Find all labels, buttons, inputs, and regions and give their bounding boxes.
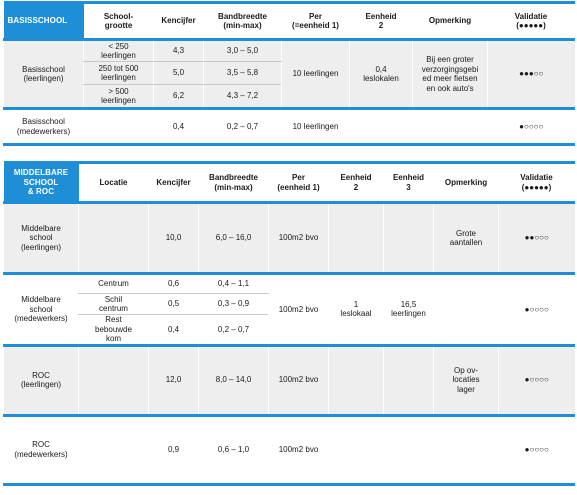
header-per: Per (=eenheid 1) bbox=[281, 2, 350, 41]
table-row: > 500 leerlingen 6,2 4,3 – 7,2 bbox=[4, 84, 575, 109]
bandbreedte-cell: 0,3 – 0,9 bbox=[198, 293, 269, 315]
row-label: Basisschool (leerlingen) bbox=[3, 39, 84, 109]
per-cell: 10 leerlingen bbox=[281, 39, 350, 109]
table-row: ROC (leerlingen) 12,0 8,0 – 14,0 100m2 b… bbox=[3, 343, 575, 415]
header-opmerking: Opmerking bbox=[412, 2, 488, 41]
header-eenheid2: Eenheid 2 bbox=[328, 161, 384, 204]
mbs-header-row: MIDDELBARE SCHOOL & ROC Locatie Kencijfe… bbox=[3, 161, 575, 204]
kencijfer-cell: 5,0 bbox=[153, 61, 204, 85]
schoolgrootte-cell: 250 tot 500 leerlingen bbox=[83, 61, 154, 85]
header-schoolgrootte: School- grootte bbox=[83, 2, 154, 41]
header-eenheid2: Eenheid 2 bbox=[349, 2, 413, 41]
table-row: Basisschool (leerlingen) < 250 leerlinge… bbox=[3, 39, 575, 109]
row-label: Middelbare school (medewerkers) bbox=[3, 272, 79, 345]
per-cell: 100m2 bvo bbox=[268, 272, 329, 345]
table-row: Schil centrum 0,5 0,3 – 0,9 bbox=[4, 293, 575, 315]
locatie-cell bbox=[78, 413, 149, 486]
bandbreedte-cell: 4,3 – 7,2 bbox=[203, 84, 282, 109]
header-opmerking: Opmerking bbox=[433, 161, 499, 204]
eenheid2-cell bbox=[328, 413, 384, 486]
header-bandbreedte: Bandbreedte (min-max) bbox=[203, 2, 282, 41]
opmerking-cell: Op ov- locaties lager bbox=[433, 343, 499, 415]
bandbreedte-cell: 3,5 – 5,8 bbox=[203, 61, 282, 85]
locatie-cell bbox=[78, 343, 149, 415]
eenheid3-cell bbox=[383, 413, 434, 486]
eenheid3-cell: 16,5 leerlingen bbox=[383, 272, 434, 345]
locatie-cell: Rest bebouwde kom bbox=[78, 314, 149, 345]
basisschool-table: BASISSCHOOL School- grootte Kencijfer Ba… bbox=[3, 1, 575, 146]
kencijfer-cell: 0,6 bbox=[148, 272, 199, 294]
locatie-cell: Schil centrum bbox=[78, 293, 149, 315]
basisschool-header-row: BASISSCHOOL School- grootte Kencijfer Ba… bbox=[3, 2, 575, 41]
header-kencijfer: Kencijfer bbox=[148, 161, 199, 204]
row-label: Basisschool (medewerkers) bbox=[3, 107, 84, 146]
validatie-rating: ●○○○○ bbox=[498, 343, 575, 415]
table-row: ROC (medewerkers) 0,9 0,6 – 1,0 100m2 bv… bbox=[3, 413, 575, 486]
eenheid2-cell bbox=[328, 343, 384, 415]
validatie-rating: ●○○○○ bbox=[498, 272, 575, 345]
opmerking-cell: Grote aantallen bbox=[433, 202, 499, 274]
validatie-rating: ●●○○○ bbox=[498, 202, 575, 274]
bandbreedte-cell: 8,0 – 14,0 bbox=[198, 343, 269, 415]
kencijfer-cell: 6,2 bbox=[153, 84, 204, 109]
kencijfer-cell: 0,4 bbox=[153, 107, 204, 146]
kencijfer-cell: 10,0 bbox=[148, 202, 199, 274]
schoolgrootte-cell bbox=[83, 107, 154, 146]
kencijfer-cell: 0,5 bbox=[148, 293, 199, 315]
kencijfer-cell: 4,3 bbox=[153, 39, 204, 62]
table-row: Middelbare school (leerlingen) 10,0 6,0 … bbox=[3, 202, 575, 274]
bandbreedte-cell: 0,2 – 0,7 bbox=[198, 314, 269, 345]
locatie-cell bbox=[78, 202, 149, 274]
opmerking-cell bbox=[433, 272, 499, 345]
table-row: 250 tot 500 leerlingen 5,0 3,5 – 5,8 bbox=[4, 61, 575, 85]
kencijfer-cell: 12,0 bbox=[148, 343, 199, 415]
bandbreedte-cell: 6,0 – 16,0 bbox=[198, 202, 269, 274]
per-cell: 100m2 bvo bbox=[268, 343, 329, 415]
header-kencijfer: Kencijfer bbox=[153, 2, 204, 41]
table-row: Basisschool (medewerkers) 0,4 0,2 – 0,7 … bbox=[3, 107, 575, 146]
kencijfer-cell: 0,9 bbox=[148, 413, 199, 486]
header-bandbreedte: Bandbreedte (min-max) bbox=[198, 161, 269, 204]
validatie-rating: ●○○○○ bbox=[498, 413, 575, 486]
row-label: Middelbare school (leerlingen) bbox=[3, 202, 79, 274]
eenheid3-cell bbox=[383, 343, 434, 415]
table-row: Middelbare school (medewerkers) Centrum … bbox=[3, 272, 575, 345]
middelbare-school-roc-table: MIDDELBARE SCHOOL & ROC Locatie Kencijfe… bbox=[3, 161, 575, 486]
header-validatie: Validatie (●●●●●) bbox=[498, 161, 575, 204]
bandbreedte-cell: 0,6 – 1,0 bbox=[198, 413, 269, 486]
eenheid2-cell bbox=[349, 107, 413, 146]
opmerking-cell bbox=[412, 107, 488, 146]
per-cell: 100m2 bvo bbox=[268, 413, 329, 486]
table-row: Rest bebouwde kom 0,4 0,2 – 0,7 bbox=[4, 314, 575, 345]
mbs-header-corner: MIDDELBARE SCHOOL & ROC bbox=[3, 161, 79, 204]
eenheid2-cell: 1 leslokaal bbox=[328, 272, 384, 345]
bandbreedte-cell: 3,0 – 5,0 bbox=[203, 39, 282, 62]
basisschool-header-corner: BASISSCHOOL bbox=[3, 2, 84, 41]
row-label: ROC (leerlingen) bbox=[3, 343, 79, 415]
validatie-rating: ●○○○○ bbox=[487, 107, 575, 146]
per-cell: 10 leerlingen bbox=[281, 107, 350, 146]
header-eenheid3: Eenheid 3 bbox=[383, 161, 434, 204]
kencijfer-cell: 0,4 bbox=[148, 314, 199, 345]
schoolgrootte-cell: > 500 leerlingen bbox=[83, 84, 154, 109]
locatie-cell: Centrum bbox=[78, 272, 149, 294]
opmerking-cell bbox=[433, 413, 499, 486]
eenheid3-cell bbox=[383, 202, 434, 274]
bandbreedte-cell: 0,2 – 0,7 bbox=[203, 107, 282, 146]
schoolgrootte-cell: < 250 leerlingen bbox=[83, 39, 154, 62]
header-per: Per (eenheid 1) bbox=[268, 161, 329, 204]
opmerking-cell: Bij een groter verzorgingsgebi ed meer f… bbox=[412, 39, 488, 109]
eenheid2-cell: 0,4 leslokalen bbox=[349, 39, 413, 109]
validatie-rating: ●●●○○ bbox=[487, 39, 575, 109]
eenheid2-cell bbox=[328, 202, 384, 274]
header-locatie: Locatie bbox=[78, 161, 149, 204]
per-cell: 100m2 bvo bbox=[268, 202, 329, 274]
bandbreedte-cell: 0,4 – 1,1 bbox=[198, 272, 269, 294]
row-label: ROC (medewerkers) bbox=[3, 413, 79, 486]
header-validatie: Validatie (●●●●●) bbox=[487, 2, 575, 41]
